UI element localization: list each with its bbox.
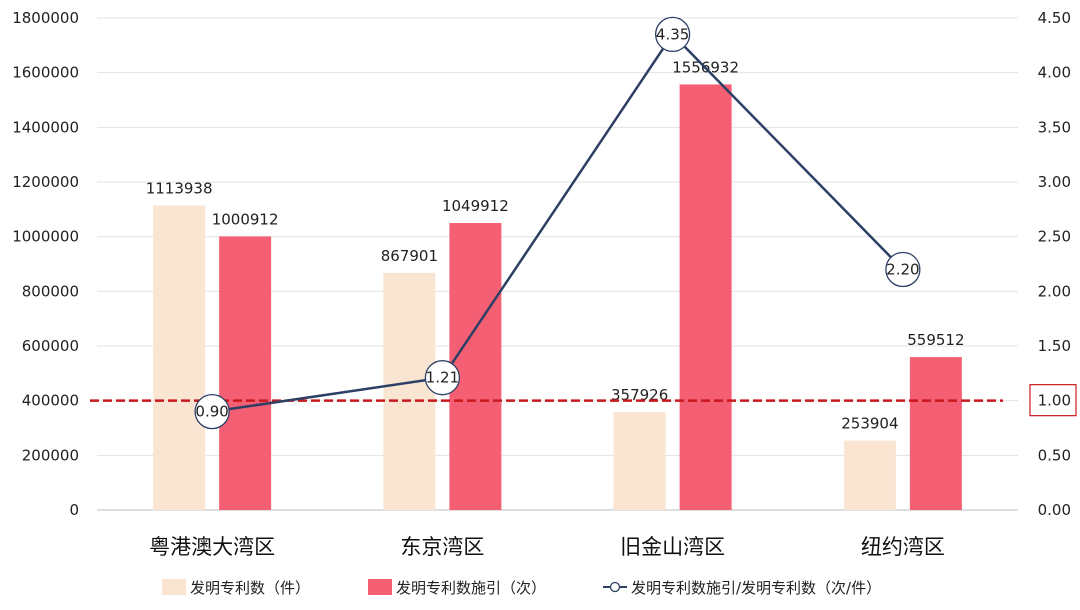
ratio-line [211,32,904,413]
left-axis-tick-label: 400000 [22,392,79,410]
right-axis-tick-label: 4.50 [1038,9,1071,27]
right-axis-tick-label: 3.50 [1038,118,1071,136]
category-label: 纽约湾区 [861,535,945,559]
left-axis-ticks: 0 200000 400000 600000 800000 1000000 1200000 1… [12,9,79,519]
right-axis-tick-label: 0.00 [1038,501,1071,519]
bar-data-label: 559512 [907,331,964,349]
legend-marker [609,581,621,593]
ratio-point-label: 2.20 [886,260,919,278]
ratio-point-marker [194,393,230,430]
category-label: 旧金山湾区 [620,535,725,559]
reference-value-box [1029,384,1077,417]
category-label: 东京湾区 [400,535,484,559]
bar-patents [613,412,666,510]
left-axis-tick-label: 1600000 [12,64,79,82]
ratio-line-series: 0.90 1.21 4.35 2.20 [194,16,921,430]
bar-data-label: 1000912 [212,210,279,228]
bar-data-label: 1113938 [146,180,213,198]
bar-data-label: 253904 [841,415,898,433]
bar-patents [383,272,436,510]
bars [153,84,962,510]
left-axis-tick-label: 600000 [22,337,79,355]
right-axis-ticks: 0.00 0.50 1.00 1.50 2.00 2.50 3.00 3.50 4.00 4.50 [1038,9,1071,519]
legend: 发明专利数（件） 发明专利数施引（次） 发明专利数施引/发明专利数（次/件） [162,579,881,597]
reference-line [90,384,1077,417]
right-axis-tick-label: 1.50 [1038,337,1071,355]
bar-data-label: 867901 [381,247,438,265]
ratio-point-marker [885,251,921,288]
bar-citations [679,84,732,510]
right-axis-tick-label: 2.00 [1038,282,1071,300]
left-axis-tick-label: 1400000 [12,118,79,136]
bar-patents [153,205,206,510]
left-axis-tick-label: 1200000 [12,173,79,191]
left-axis-tick-label: 200000 [22,446,79,464]
ratio-point-label: 4.35 [656,25,689,43]
ratio-point-label: 0.90 [195,403,228,421]
legend-swatch [368,579,392,595]
right-axis-tick-label: 1.00 [1038,392,1071,410]
legend-label: 发明专利数（件） [190,579,310,597]
right-axis-tick-label: 0.50 [1038,446,1071,464]
left-axis-tick-label: 800000 [22,282,79,300]
right-axis-tick-label: 3.00 [1038,173,1071,191]
right-axis-tick-label: 2.50 [1038,228,1071,246]
legend-label: 发明专利数施引（次） [396,579,546,597]
bar-data-labels: 1113938867901357926253904100091210499121… [146,58,965,432]
legend-swatch [162,579,186,595]
ratio-point-marker [654,16,691,53]
left-axis-tick-label: 1800000 [12,9,79,27]
bar-citations [449,223,502,510]
bar-patents [843,440,896,510]
left-axis-tick-label: 1000000 [12,228,79,246]
ratio-point-marker [424,360,461,396]
left-axis-tick-label: 0 [69,501,79,519]
legend-label: 发明专利数施引/发明专利数（次/件） [631,579,881,597]
bar-data-label: 1049912 [442,197,509,215]
category-labels: 粤港澳大湾区 东京湾区 旧金山湾区 纽约湾区 [149,535,945,559]
bar-citations [219,236,272,510]
bar-citations [909,357,962,510]
category-label: 粤港澳大湾区 [149,535,275,559]
right-axis-tick-label: 4.00 [1038,64,1071,82]
ratio-point-label: 1.21 [426,369,459,387]
